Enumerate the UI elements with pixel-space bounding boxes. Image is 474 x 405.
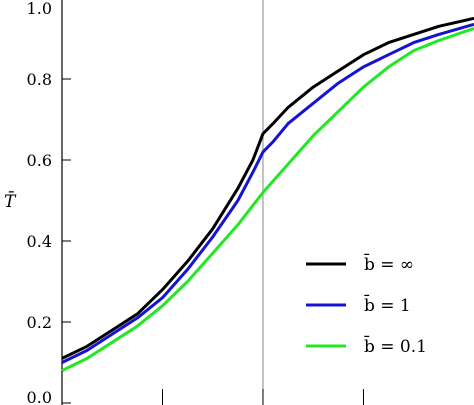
y-tick-label: 0.6 bbox=[27, 151, 52, 170]
y-tick-label: 1.0 bbox=[27, 0, 52, 18]
legend: b̄ = ∞ b̄ = 1 b̄ = 0.1 bbox=[306, 252, 427, 357]
y-tick-label: 0.4 bbox=[27, 232, 52, 251]
y-tick-label: 0.0 bbox=[27, 388, 52, 405]
y-tick-label: 0.8 bbox=[27, 70, 52, 89]
legend-label-3: b̄ = 0.1 bbox=[364, 334, 427, 357]
y-ticks: 0.0 0.2 0.4 0.6 0.8 1.0 bbox=[27, 0, 71, 405]
series-line-3 bbox=[61, 26, 474, 372]
legend-label-1: b̄ = ∞ bbox=[364, 252, 414, 275]
x-ticks bbox=[161, 389, 364, 405]
series-line-1 bbox=[61, 16, 474, 360]
series-lines bbox=[61, 16, 474, 372]
series-line-2 bbox=[61, 22, 474, 364]
y-tick-label: 0.2 bbox=[27, 313, 52, 332]
legend-label-2: b̄ = 1 bbox=[364, 293, 411, 316]
y-axis-label: T̄ bbox=[4, 190, 17, 212]
